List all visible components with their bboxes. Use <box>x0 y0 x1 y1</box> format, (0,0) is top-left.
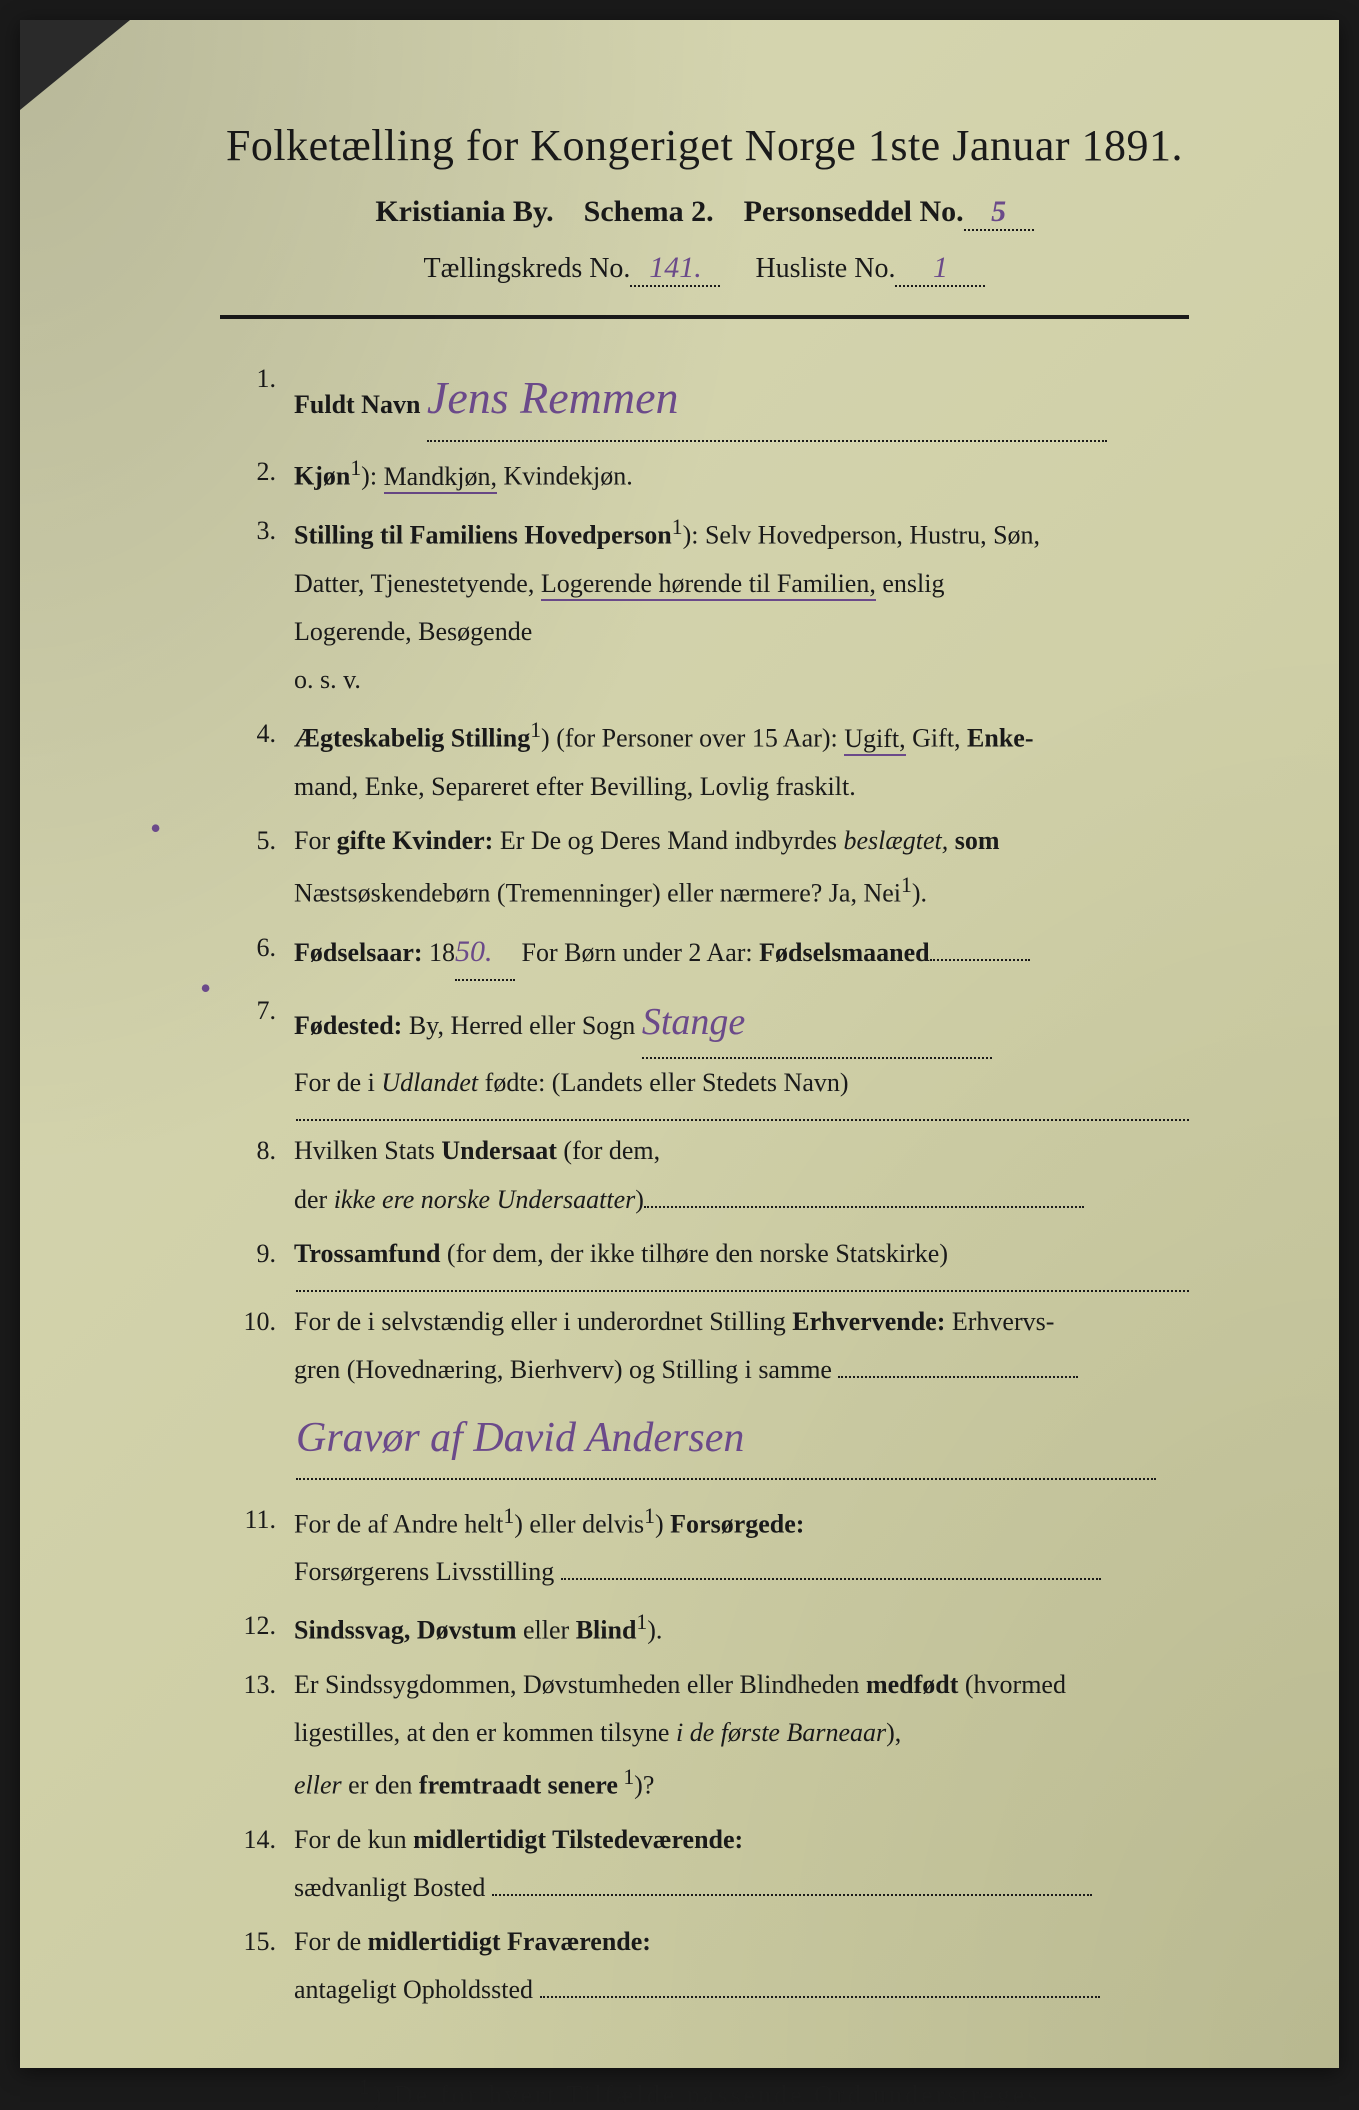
q-num: 12. <box>220 1602 294 1655</box>
dotted-rule <box>296 1290 1189 1292</box>
q2-label: Kjøn <box>294 462 350 491</box>
q-num: 6. <box>220 924 294 982</box>
ink-spot: • <box>150 810 161 847</box>
q9: 9. Trossamfund (for dem, der ikke tilhør… <box>220 1230 1189 1278</box>
divider <box>220 315 1189 319</box>
q4-selected: Ugift, <box>844 724 905 756</box>
q8: 8. Hvilken Stats Undersaat (for dem, der… <box>220 1127 1189 1223</box>
schema-label: Schema 2. <box>584 195 714 228</box>
kreds-value: 141. <box>649 251 702 285</box>
q13: 13. Er Sindssygdommen, Døvstumheden elle… <box>220 1661 1189 1810</box>
q4-label: Ægteskabelig Stilling <box>294 724 530 753</box>
q-num: 4. <box>220 710 294 811</box>
footnote: 1) De for hvert Tilfælde passende Ord un… <box>220 2075 1189 2110</box>
personseddel-value: 5 <box>991 195 1006 229</box>
ink-spot: • <box>200 970 211 1007</box>
q7-label: Fødested: <box>294 1011 402 1040</box>
q-num: 1. <box>220 355 294 442</box>
q7-value: Stange <box>642 987 745 1057</box>
q10: 10. For de i selvstændig eller i underor… <box>220 1298 1189 1394</box>
questions-block: 1. Fuldt Navn Jens Remmen 2. Kjøn1): Man… <box>220 355 1189 2015</box>
q14: 14. For de kun midlertidigt Tilstedevære… <box>220 1816 1189 1912</box>
q4: 4. Ægteskabelig Stilling1) (for Personer… <box>220 710 1189 811</box>
q3-label: Stilling til Familiens Hovedperson <box>294 521 672 550</box>
q1-label: Fuldt Navn <box>294 390 420 419</box>
husliste-value: 1 <box>933 251 948 285</box>
husliste-label: Husliste No. <box>755 253 895 284</box>
q1-value: Jens Remmen <box>427 355 679 440</box>
q2: 2. Kjøn1): Mandkjøn, Kvindekjøn. <box>220 448 1189 501</box>
q-num: 5. <box>220 817 294 918</box>
q12: 12. Sindssvag, Døvstum eller Blind1). <box>220 1602 1189 1655</box>
q-num: 14. <box>220 1816 294 1912</box>
q3: 3. Stilling til Familiens Hovedperson1):… <box>220 507 1189 704</box>
dotted-rule <box>296 1119 1189 1121</box>
folded-corner <box>20 20 130 110</box>
third-row: Tællingskreds No. 141. Husliste No. 1 <box>220 251 1189 287</box>
city-label: Kristiania By. <box>375 195 553 228</box>
q-num: 3. <box>220 507 294 704</box>
main-title: Folketælling for Kongeriget Norge 1ste J… <box>220 120 1189 171</box>
q7: 7. Fødested: By, Herred eller Sogn Stang… <box>220 987 1189 1107</box>
census-form-page: • • Folketælling for Kongeriget Norge 1s… <box>20 20 1339 2068</box>
q6-value: 50. <box>455 924 493 980</box>
q-num: 2. <box>220 448 294 501</box>
q15: 15. For de midlertidigt Fraværende: anta… <box>220 1918 1189 2014</box>
q11: 11. For de af Andre helt1) eller delvis1… <box>220 1496 1189 1597</box>
subtitle-row: Kristiania By. Schema 2. Personseddel No… <box>220 195 1189 231</box>
q10-value: Gravør af David Andersen <box>296 1415 744 1461</box>
q-num: 13. <box>220 1661 294 1810</box>
q6: 6. Fødselsaar: 1850. For Børn under 2 Aa… <box>220 924 1189 982</box>
q1: 1. Fuldt Navn Jens Remmen <box>220 355 1189 442</box>
q-num: 10. <box>220 1298 294 1394</box>
kreds-label: Tællingskreds No. <box>424 253 631 284</box>
q5: 5. For gifte Kvinder: Er De og Deres Man… <box>220 817 1189 918</box>
q-num: 15. <box>220 1918 294 2014</box>
q-num: 7. <box>220 987 294 1107</box>
personseddel-label: Personseddel No. <box>744 195 964 228</box>
q6-label: Fødselsaar: <box>294 938 423 967</box>
q-num: 8. <box>220 1127 294 1223</box>
q-num: 9. <box>220 1230 294 1278</box>
q3-selected: Logerende hørende til Familien, <box>541 569 876 601</box>
q2-selected: Mandkjøn, <box>384 462 497 494</box>
q-num: 11. <box>220 1496 294 1597</box>
